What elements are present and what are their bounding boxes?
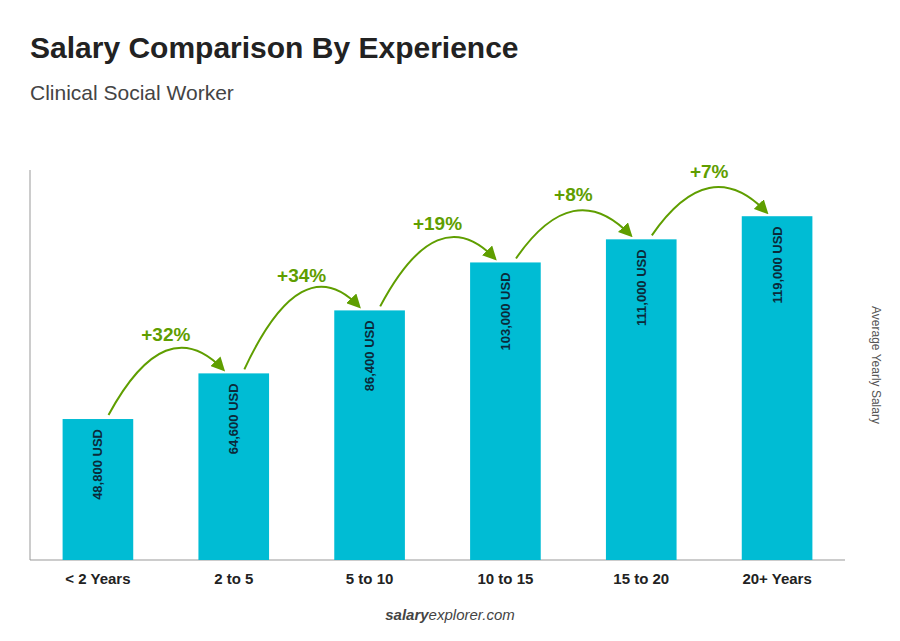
x-tick-label: 2 to 5 — [214, 570, 253, 587]
y-axis-line — [30, 170, 31, 560]
change-annotation: +32% — [141, 324, 190, 345]
change-annotation: +7% — [690, 161, 729, 182]
x-tick-label: < 2 Years — [65, 570, 130, 587]
x-axis-line — [30, 560, 845, 561]
footer: salaryexplorer.com — [385, 606, 515, 623]
x-tick-label: 5 to 10 — [346, 570, 394, 587]
change-arrow — [244, 287, 359, 370]
data-label: 111,000 USD — [634, 249, 649, 326]
change-arrow — [109, 348, 224, 415]
data-label: 64,600 USD — [226, 383, 241, 454]
chart-svg: Salary Comparison By Experience Clinical … — [0, 0, 900, 641]
change-arrow — [516, 210, 631, 258]
chart-container: Salary Comparison By Experience Clinical … — [0, 0, 900, 641]
data-label: 48,800 USD — [90, 429, 105, 500]
data-label: 103,000 USD — [498, 272, 513, 350]
x-tick-label: 15 to 20 — [613, 570, 669, 587]
bar — [606, 239, 677, 560]
footer-normal: explorer.com — [429, 606, 515, 623]
data-label: 119,000 USD — [770, 226, 785, 303]
title: Salary Comparison By Experience — [30, 31, 519, 64]
x-tick-label: 20+ Years — [742, 570, 811, 587]
footer-bold: salary — [385, 606, 429, 623]
bar — [470, 262, 541, 560]
y-axis-label: Average Yearly Salary — [869, 306, 883, 424]
change-arrow — [652, 187, 767, 235]
bar — [742, 216, 813, 560]
data-label: 86,400 USD — [362, 320, 377, 391]
x-tick-label: 10 to 15 — [477, 570, 533, 587]
bars — [63, 216, 813, 560]
bar — [63, 419, 134, 560]
bar — [334, 310, 405, 560]
change-annotation: +8% — [554, 184, 593, 205]
bar — [198, 373, 269, 560]
change-annotation: +19% — [413, 213, 462, 234]
change-annotation: +34% — [277, 265, 326, 286]
subtitle: Clinical Social Worker — [30, 81, 234, 104]
change-arrow — [380, 237, 495, 306]
